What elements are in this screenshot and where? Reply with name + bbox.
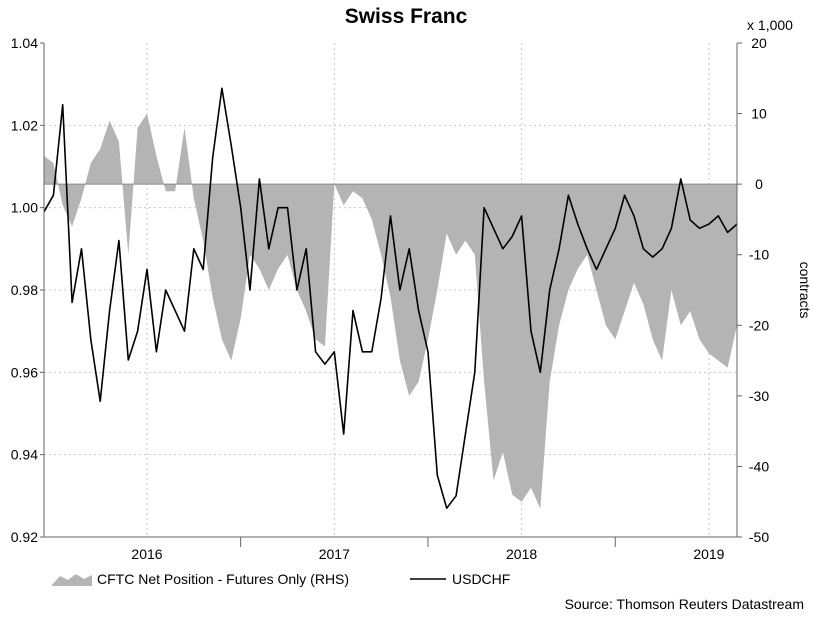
legend: CFTC Net Position - Futures Only (RHS) U… <box>52 571 510 587</box>
x-tick-label: 2018 <box>506 546 537 562</box>
multiplier-label: x 1,000 <box>747 17 793 33</box>
y-left-tick-label: 1.04 <box>11 35 38 51</box>
y-left-tick-label: 0.94 <box>11 447 38 463</box>
y-right-tick-label: -10 <box>749 247 769 263</box>
y-right-tick-label: -50 <box>749 529 769 545</box>
y-right-tick-label: 10 <box>751 106 767 122</box>
legend-usdchf-label: USDCHF <box>452 571 510 587</box>
x-tick-label: 2019 <box>693 546 724 562</box>
y-axis-right: -50 -40 -30 -20 -10 0 10 20 <box>737 35 769 545</box>
usdchf-line-series <box>43 87 738 510</box>
y-right-tick-label: 0 <box>755 176 763 192</box>
cftc-area <box>44 113 737 509</box>
y-right-tick-label: -20 <box>749 317 769 333</box>
y-left-tick-label: 0.96 <box>11 364 38 380</box>
x-tick-label: 2017 <box>319 546 350 562</box>
x-axis: 2016 2017 2018 2019 <box>131 537 725 562</box>
usdchf-line <box>43 87 738 510</box>
y-right-tick-label: 20 <box>751 35 767 51</box>
y-left-tick-label: 0.98 <box>11 282 38 298</box>
legend-area-swatch <box>52 574 92 586</box>
y-left-tick-label: 1.02 <box>11 117 38 133</box>
legend-cftc-label: CFTC Net Position - Futures Only (RHS) <box>97 571 349 587</box>
y-left-tick-label: 1.00 <box>11 200 38 216</box>
y-left-tick-label: 0.92 <box>11 529 38 545</box>
y-axis-left: 0.92 0.94 0.96 0.98 1.00 1.02 1.04 <box>11 35 44 545</box>
y-right-tick-label: -30 <box>749 388 769 404</box>
cftc-area-series <box>44 113 737 509</box>
source-note: Source: Thomson Reuters Datastream <box>565 596 804 612</box>
chart-title: Swiss Franc <box>345 5 468 28</box>
y-axis-right-label: contracts <box>797 262 813 319</box>
x-tick-label: 2016 <box>131 546 162 562</box>
y-right-tick-label: -40 <box>749 458 769 474</box>
